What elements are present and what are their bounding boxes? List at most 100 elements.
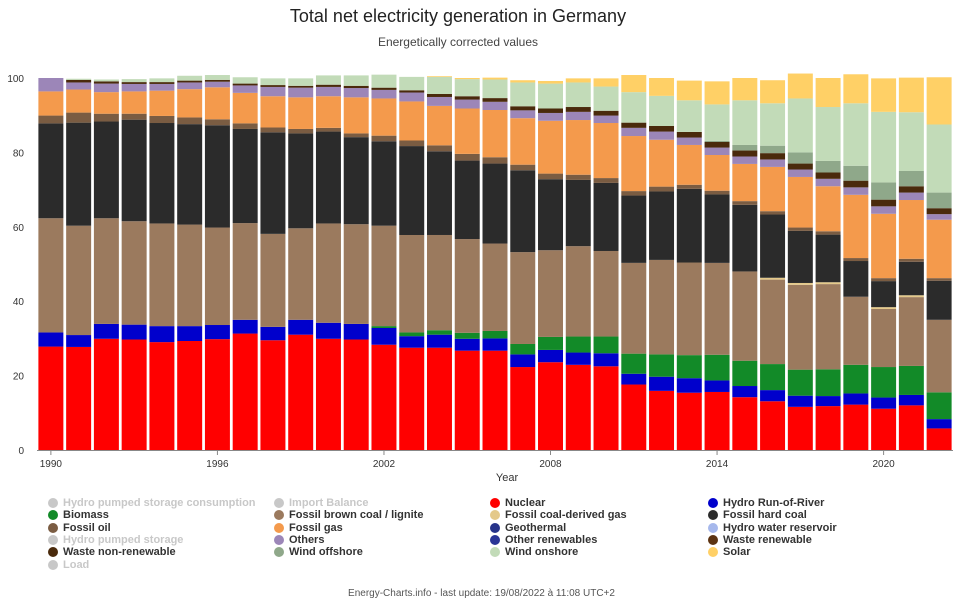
bar-segment <box>426 145 452 152</box>
legend-item[interactable]: Waste non-renewable <box>48 546 176 558</box>
legend-item[interactable]: Hydro water reservoir <box>708 522 837 534</box>
bar-segment <box>787 152 813 164</box>
legend-item[interactable]: Wind onshore <box>490 546 578 558</box>
legend-item[interactable]: Geothermal <box>490 522 566 534</box>
legend-item[interactable]: Nuclear <box>490 497 545 509</box>
bar-segment <box>565 82 591 108</box>
bar-segment <box>288 97 314 129</box>
bar-segment <box>204 81 230 88</box>
y-tick-label: 80 <box>13 148 25 159</box>
legend-item[interactable]: Waste renewable <box>708 534 812 546</box>
bar-segment <box>454 153 480 161</box>
legend-item[interactable]: Fossil oil <box>48 522 111 534</box>
bar-segment <box>593 353 619 367</box>
bar-segment <box>482 98 508 102</box>
bar-segment <box>343 339 369 450</box>
legend-item[interactable]: Hydro pumped storage consumption <box>48 497 256 509</box>
bar-segment <box>704 81 730 105</box>
y-tick-label: 100 <box>7 74 24 85</box>
bar-group-2000 <box>315 75 341 450</box>
legend-label: Wind offshore <box>289 546 363 559</box>
legend-swatch <box>48 510 58 521</box>
bar-segment <box>399 92 425 102</box>
bar-segment <box>621 353 647 374</box>
legend-item[interactable]: Solar <box>708 546 751 558</box>
bar-group-1997 <box>232 77 258 450</box>
bar-segment <box>593 250 619 337</box>
bar-segment <box>426 334 452 348</box>
bar-segment <box>260 340 286 450</box>
bar-segment <box>815 231 841 235</box>
bar-segment <box>815 282 841 285</box>
bar-segment <box>343 224 369 324</box>
bar-segment <box>704 354 730 381</box>
legend-label: Fossil oil <box>63 521 111 534</box>
bar-segment <box>732 163 758 202</box>
bar-segment <box>871 281 897 308</box>
bar-segment <box>204 87 230 120</box>
x-tick-label: 2014 <box>706 459 729 470</box>
legend-item[interactable]: Hydro Run-of-River <box>708 497 824 509</box>
bar-segment <box>676 262 702 356</box>
legend-swatch <box>708 522 718 533</box>
legend-swatch <box>48 534 58 545</box>
bar-segment <box>66 79 92 83</box>
bar-segment <box>649 186 675 192</box>
bar-segment <box>565 120 591 175</box>
bar-segment <box>482 338 508 351</box>
bar-segment <box>93 83 119 93</box>
legend-item[interactable]: Hydro pumped storage <box>48 534 183 546</box>
bar-segment <box>426 105 452 146</box>
legend-item[interactable]: Other renewables <box>490 534 597 546</box>
legend-label: Geothermal <box>505 521 567 534</box>
bar-segment <box>232 333 258 450</box>
legend-swatch <box>708 534 718 545</box>
bar-segment <box>676 80 702 101</box>
x-tick-label: 2020 <box>872 459 895 470</box>
bar-segment <box>704 391 730 450</box>
bar-segment <box>38 78 64 92</box>
bar-segment <box>649 95 675 126</box>
legend-item[interactable]: Fossil hard coal <box>708 509 807 521</box>
bar-segment <box>898 112 924 171</box>
bar-segment <box>288 228 314 320</box>
bar-segment <box>177 89 203 118</box>
bar-segment <box>204 79 230 82</box>
bar-segment <box>315 127 341 132</box>
legend-swatch <box>48 522 58 533</box>
bar-segment <box>204 125 230 228</box>
bar-segment <box>149 90 175 116</box>
bar-segment <box>315 131 341 224</box>
bar-segment <box>510 106 536 111</box>
bar-segment <box>93 121 119 219</box>
legend-item[interactable]: Others <box>274 534 324 546</box>
legend-item[interactable]: Fossil coal-derived gas <box>490 509 627 521</box>
legend-item[interactable]: Import Balance <box>274 497 368 509</box>
legend-item[interactable]: Wind offshore <box>274 546 363 558</box>
bar-segment <box>843 258 869 262</box>
bar-segment <box>871 367 897 398</box>
bar-segment <box>66 82 92 90</box>
bar-segment <box>93 113 119 122</box>
bar-segment <box>760 211 786 215</box>
bar-segment <box>482 77 508 80</box>
bar-segment <box>38 115 64 124</box>
bar-segment <box>732 204 758 272</box>
legend-item[interactable]: Biomass <box>48 509 109 521</box>
legend-item[interactable]: Fossil brown coal / lignite <box>274 509 423 521</box>
bar-group-2020 <box>871 78 897 450</box>
bar-segment <box>815 172 841 179</box>
bar-group-1999 <box>288 78 314 450</box>
bar-segment <box>787 369 813 396</box>
bar-segment <box>621 75 647 93</box>
bar-segment <box>926 280 952 320</box>
bar-segment <box>898 261 924 296</box>
y-tick-label: 40 <box>13 297 25 308</box>
legend-swatch <box>274 510 284 521</box>
bar-segment <box>93 92 119 114</box>
bar-segment <box>565 78 591 83</box>
legend-item[interactable]: Load <box>48 559 89 571</box>
legend-item[interactable]: Fossil gas <box>274 522 343 534</box>
y-tick-label: 60 <box>13 223 25 234</box>
bar-segment <box>149 82 175 84</box>
